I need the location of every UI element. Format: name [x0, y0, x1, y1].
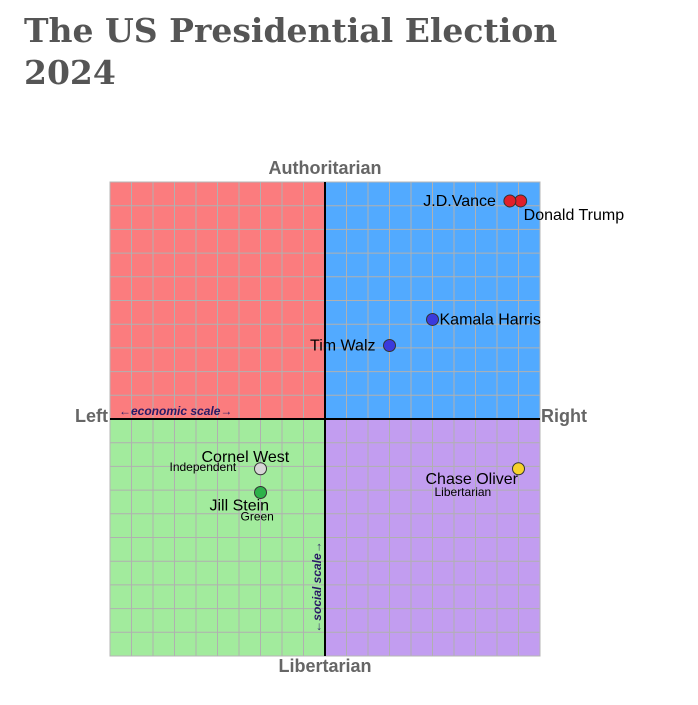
axis-title-right: Right: [541, 406, 587, 426]
point-party-chase-oliver: Libertarian: [435, 485, 492, 499]
point-donald-trump: Donald Trump: [514, 194, 625, 224]
point-label-j-d-vance: J.D.Vance: [423, 193, 496, 210]
point-marker-cornel-west: [254, 462, 267, 476]
point-j-d-vance: J.D.Vance: [423, 193, 517, 210]
axis-title-bottom: Libertarian: [278, 656, 371, 676]
point-label-cornel-west: Cornel West: [202, 449, 290, 466]
point-marker-kamala-harris: [426, 312, 439, 326]
axis-title-left: Left: [75, 406, 108, 426]
axis-lines: [110, 182, 540, 656]
point-marker-j-d-vance: [503, 194, 517, 208]
point-label-donald-trump: Donald Trump: [524, 207, 625, 224]
point-marker-jill-stein: [254, 485, 267, 499]
data-points: Donald Trump J.D.Vance Kamala Harris Tim Wa…: [170, 193, 625, 524]
point-label-jill-stein: Jill Stein: [210, 497, 270, 514]
point-kamala-harris: Kamala Harris: [426, 311, 541, 328]
point-label-chase-oliver: Chase Oliver: [426, 471, 519, 488]
point-marker-donald-trump: [514, 194, 528, 208]
point-tim-walz: Tim Walz: [310, 338, 396, 355]
point-party-jill-stein: Green: [241, 509, 274, 523]
point-marker-tim-walz: [383, 339, 396, 353]
economic-scale-label: ←economic scale→: [119, 404, 232, 418]
point-label-tim-walz: Tim Walz: [310, 338, 375, 355]
social-scale-label: ←social scale→: [310, 541, 324, 632]
point-marker-chase-oliver: [512, 462, 525, 476]
page-title: The US Presidential Election 2024: [24, 11, 558, 92]
axis-title-top: Authoritarian: [268, 158, 381, 178]
point-party-cornel-west: Independent: [170, 460, 237, 474]
point-label-kamala-harris: Kamala Harris: [440, 311, 541, 328]
